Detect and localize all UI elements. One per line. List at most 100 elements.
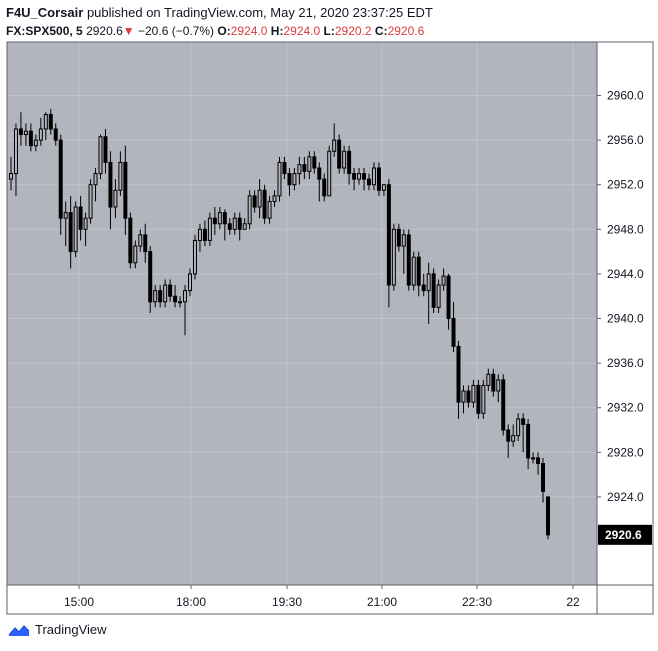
candle-body[interactable]: [233, 218, 236, 229]
candle-body[interactable]: [253, 196, 256, 207]
candle-body[interactable]: [179, 302, 182, 303]
candle-body[interactable]: [512, 436, 515, 442]
candle-body[interactable]: [377, 168, 380, 190]
candle-body[interactable]: [129, 218, 132, 263]
candle-body[interactable]: [422, 285, 425, 291]
candle-body[interactable]: [407, 235, 410, 285]
candle-body[interactable]: [218, 213, 221, 224]
candle-body[interactable]: [283, 162, 286, 173]
candle-body[interactable]: [323, 179, 326, 196]
plot-area[interactable]: [7, 42, 597, 585]
candle-body[interactable]: [69, 213, 72, 252]
candle-body[interactable]: [94, 174, 97, 185]
candle-body[interactable]: [278, 162, 281, 195]
candle-body[interactable]: [472, 385, 475, 402]
candle-body[interactable]: [159, 291, 162, 302]
candle-body[interactable]: [84, 218, 87, 229]
candle-body[interactable]: [392, 229, 395, 285]
candle-body[interactable]: [114, 190, 117, 207]
candle-body[interactable]: [10, 174, 13, 180]
candle-body[interactable]: [213, 218, 216, 224]
candle-body[interactable]: [452, 319, 455, 347]
candle-body[interactable]: [522, 419, 525, 425]
candle-body[interactable]: [402, 235, 405, 246]
candle-body[interactable]: [547, 497, 550, 535]
candle-body[interactable]: [273, 196, 276, 202]
candle-body[interactable]: [19, 129, 22, 135]
candle-body[interactable]: [293, 174, 296, 185]
candle-body[interactable]: [353, 174, 356, 180]
candle-body[interactable]: [497, 380, 500, 391]
candle-body[interactable]: [368, 179, 371, 185]
candle-body[interactable]: [328, 151, 331, 196]
candle-body[interactable]: [119, 162, 122, 190]
candle-body[interactable]: [462, 391, 465, 402]
candle-body[interactable]: [542, 463, 545, 491]
candle-body[interactable]: [338, 140, 341, 168]
candle-body[interactable]: [382, 185, 385, 191]
candle-body[interactable]: [303, 165, 306, 172]
candle-body[interactable]: [372, 168, 375, 185]
candle-body[interactable]: [39, 129, 42, 140]
candle-body[interactable]: [134, 246, 137, 263]
candle-body[interactable]: [124, 162, 127, 218]
candle-body[interactable]: [34, 140, 37, 146]
candle-body[interactable]: [482, 385, 485, 413]
candle-body[interactable]: [149, 252, 152, 302]
candle-body[interactable]: [467, 391, 470, 402]
candle-body[interactable]: [174, 296, 177, 302]
candle-body[interactable]: [412, 257, 415, 285]
candle-body[interactable]: [442, 276, 445, 285]
candle-body[interactable]: [59, 140, 62, 218]
price-chart[interactable]: 2960.0 2956.0 2952.0 2948.0 2944.0 2940.0 2936…: [0, 0, 658, 620]
candle-body[interactable]: [189, 274, 192, 291]
candle-body[interactable]: [109, 162, 112, 207]
candle-body[interactable]: [228, 224, 231, 230]
candle-body[interactable]: [313, 157, 316, 168]
candle-body[interactable]: [477, 385, 480, 413]
candle-body[interactable]: [139, 235, 142, 246]
candle-body[interactable]: [363, 174, 366, 180]
candle-body[interactable]: [104, 137, 107, 163]
candle-body[interactable]: [288, 174, 291, 185]
candle-body[interactable]: [437, 285, 440, 307]
candle-body[interactable]: [397, 229, 400, 246]
candle-body[interactable]: [507, 430, 510, 441]
candle-body[interactable]: [432, 274, 435, 307]
candle-body[interactable]: [203, 229, 206, 240]
candle-body[interactable]: [527, 424, 530, 457]
candle-body[interactable]: [14, 129, 17, 174]
candle-body[interactable]: [89, 185, 92, 218]
candle-body[interactable]: [49, 114, 52, 128]
candle-body[interactable]: [502, 380, 505, 430]
candle-body[interactable]: [154, 291, 157, 302]
candle-body[interactable]: [79, 207, 82, 229]
candle-body[interactable]: [24, 131, 27, 134]
candle-body[interactable]: [144, 235, 147, 252]
candle-body[interactable]: [193, 240, 196, 273]
candle-body[interactable]: [427, 274, 430, 291]
candle-body[interactable]: [532, 458, 535, 459]
candle-body[interactable]: [198, 229, 201, 240]
candle-body[interactable]: [318, 168, 321, 179]
candle-body[interactable]: [387, 185, 390, 285]
candle-body[interactable]: [447, 276, 450, 318]
candle-body[interactable]: [99, 137, 102, 174]
candle-body[interactable]: [164, 285, 167, 302]
candle-body[interactable]: [268, 201, 271, 218]
candle-body[interactable]: [238, 218, 241, 229]
candle-body[interactable]: [348, 151, 351, 173]
candle-body[interactable]: [243, 224, 246, 230]
candle-body[interactable]: [64, 213, 67, 219]
footer-brand[interactable]: TradingView: [8, 622, 107, 637]
candle-body[interactable]: [457, 346, 460, 402]
candle-body[interactable]: [29, 131, 32, 145]
candle-body[interactable]: [517, 419, 520, 436]
candle-body[interactable]: [417, 257, 420, 285]
candle-body[interactable]: [298, 165, 301, 174]
candle-body[interactable]: [208, 218, 211, 240]
candle-body[interactable]: [537, 458, 540, 464]
candle-body[interactable]: [258, 190, 261, 207]
candle-body[interactable]: [358, 174, 361, 180]
candle-body[interactable]: [74, 207, 77, 252]
